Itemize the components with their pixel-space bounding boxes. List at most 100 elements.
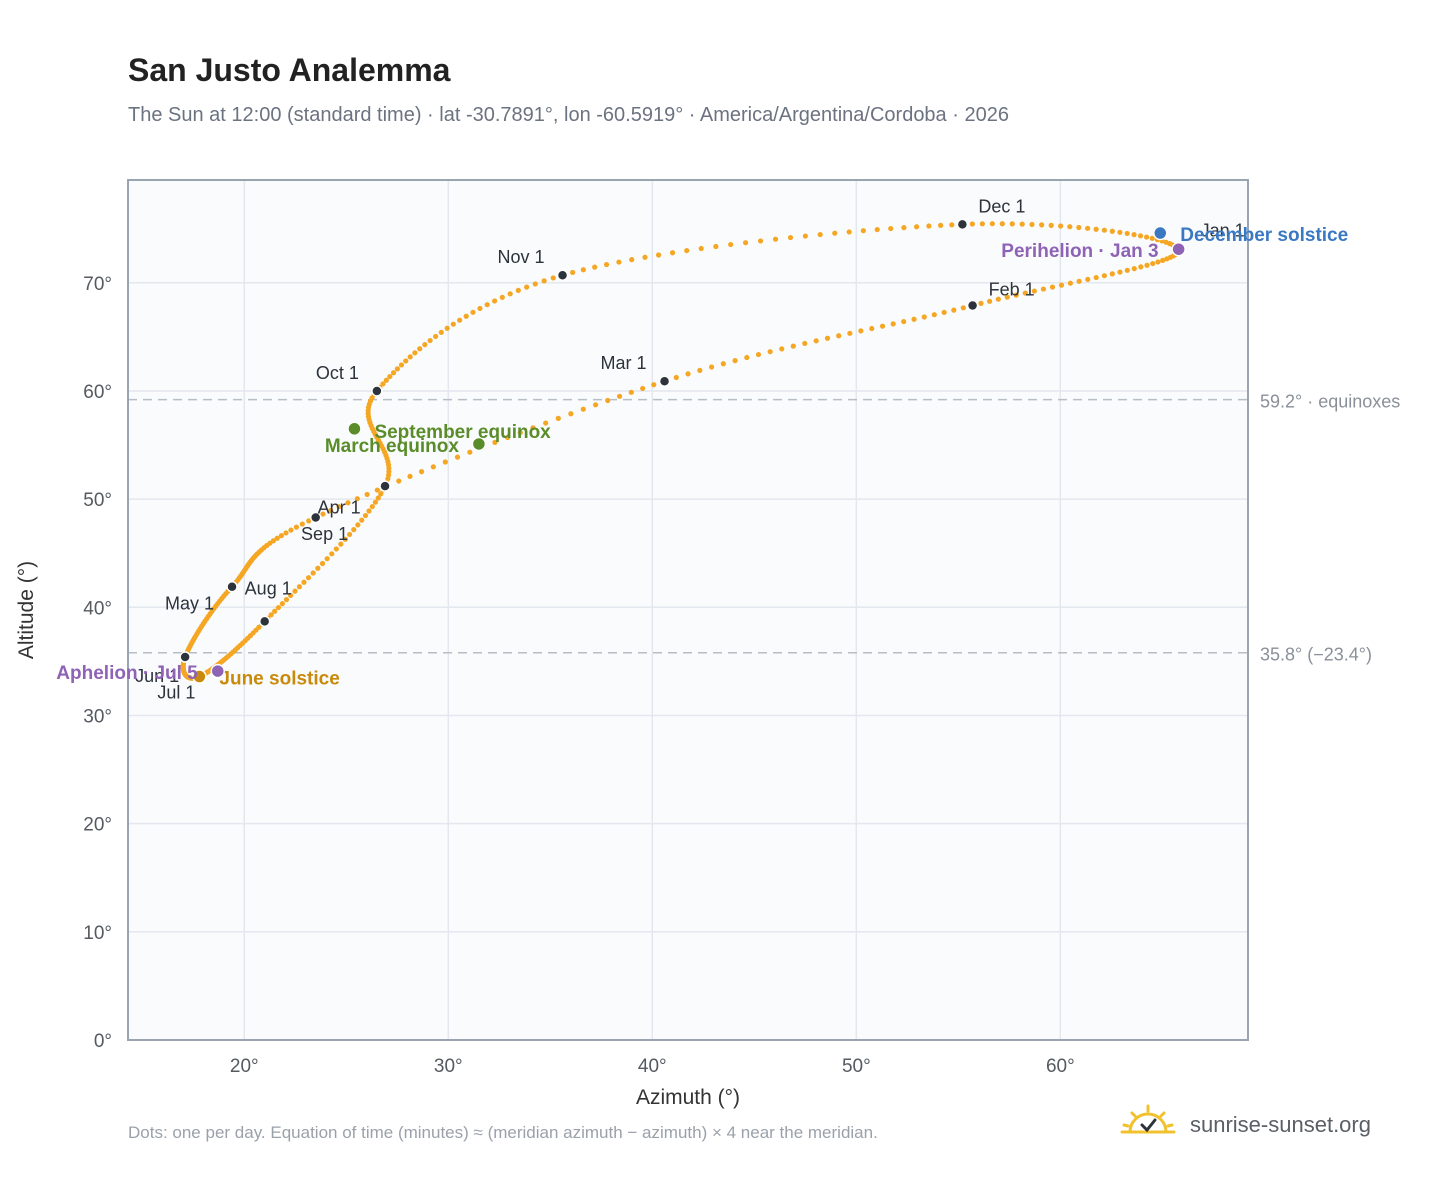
day-dot bbox=[342, 536, 348, 542]
day-dot bbox=[1013, 292, 1019, 298]
day-dot bbox=[869, 325, 875, 332]
day-dot bbox=[378, 491, 384, 497]
day-dot bbox=[978, 300, 984, 306]
day-dot bbox=[813, 338, 819, 344]
day-dot bbox=[1149, 235, 1155, 241]
month-label: Sep 1 bbox=[301, 524, 348, 544]
y-tick-label: 0° bbox=[94, 1031, 112, 1052]
day-dot bbox=[1131, 266, 1137, 272]
day-dot bbox=[673, 374, 679, 381]
day-dot bbox=[1124, 267, 1130, 273]
day-dot bbox=[787, 234, 794, 241]
day-dot bbox=[305, 575, 312, 581]
day-dot bbox=[555, 415, 561, 421]
day-dot bbox=[628, 389, 634, 395]
day-dot bbox=[802, 340, 808, 347]
x-axis-title: Azimuth (°) bbox=[636, 1086, 740, 1109]
month-marker bbox=[258, 615, 271, 628]
day-dot bbox=[427, 337, 433, 344]
day-dot bbox=[1144, 234, 1150, 240]
day-dot bbox=[336, 504, 342, 510]
day-dot bbox=[951, 307, 957, 313]
y-axis-ticks: 0° 10° 20° 30° 40° 50° 60° 70° bbox=[83, 274, 112, 1052]
day-dot bbox=[989, 221, 995, 227]
day-dot bbox=[1058, 223, 1064, 229]
day-dot bbox=[1155, 259, 1161, 265]
day-dot bbox=[1009, 221, 1015, 227]
day-dot bbox=[484, 302, 490, 308]
day-dot bbox=[911, 316, 917, 322]
day-dot bbox=[354, 496, 360, 502]
x-axis-ticks: 20° 30° 40° 50° 60° bbox=[230, 1056, 1075, 1077]
day-dot bbox=[790, 343, 796, 349]
day-dot bbox=[1117, 229, 1123, 235]
day-dot bbox=[403, 358, 409, 364]
day-dot bbox=[914, 224, 920, 230]
month-label: Feb 1 bbox=[989, 279, 1035, 299]
day-dot bbox=[1085, 276, 1091, 283]
day-dot bbox=[772, 236, 779, 242]
day-dot bbox=[364, 491, 370, 498]
day-dot bbox=[642, 254, 648, 260]
day-dot bbox=[846, 229, 852, 235]
day-dot bbox=[1048, 222, 1054, 229]
day-dot bbox=[463, 313, 469, 319]
day-dot bbox=[345, 500, 351, 506]
day-dot bbox=[1150, 260, 1156, 267]
day-dot bbox=[1109, 228, 1115, 234]
day-dot bbox=[580, 406, 586, 412]
day-dot bbox=[288, 592, 294, 599]
day-dot bbox=[383, 377, 389, 383]
day-dot bbox=[640, 385, 646, 392]
day-dot bbox=[995, 296, 1001, 302]
day-dot bbox=[329, 551, 335, 557]
day-dot bbox=[1049, 284, 1056, 290]
day-dot bbox=[1058, 282, 1065, 288]
day-dot bbox=[543, 420, 549, 426]
day-dot bbox=[328, 507, 334, 514]
day-dot bbox=[315, 565, 321, 571]
day-dot bbox=[1004, 294, 1010, 300]
month-marker bbox=[379, 480, 391, 492]
day-dot bbox=[1160, 257, 1166, 263]
event-label: March equinox bbox=[325, 436, 460, 457]
day-dot bbox=[374, 487, 380, 493]
day-dot bbox=[1093, 226, 1099, 232]
day-dot bbox=[879, 323, 886, 329]
day-dot bbox=[684, 247, 690, 254]
day-dot bbox=[274, 535, 280, 541]
day-dot bbox=[319, 560, 326, 567]
x-tick-label: 40° bbox=[638, 1056, 667, 1077]
day-dot bbox=[824, 335, 831, 341]
day-dot bbox=[346, 531, 353, 538]
day-dot bbox=[499, 294, 505, 300]
month-marker bbox=[371, 385, 383, 397]
day-dot bbox=[1164, 256, 1170, 262]
month-label: Mar 1 bbox=[601, 353, 647, 373]
day-dot bbox=[492, 298, 498, 304]
day-dot bbox=[324, 556, 330, 562]
y-tick-label: 10° bbox=[83, 923, 112, 944]
day-dot bbox=[301, 579, 307, 585]
day-dot bbox=[1029, 221, 1035, 228]
brand-logo[interactable]: sunrise-sunset.org bbox=[1120, 1102, 1400, 1146]
brand-name[interactable]: sunrise-sunset.org bbox=[1190, 1112, 1371, 1137]
day-dot bbox=[999, 221, 1005, 227]
day-dot bbox=[504, 434, 511, 441]
day-dot bbox=[320, 511, 326, 517]
day-dot bbox=[524, 284, 530, 290]
day-dot bbox=[444, 325, 450, 331]
footnote: Dots: one per day. Equation of time (min… bbox=[128, 1123, 878, 1142]
day-dot bbox=[697, 367, 703, 374]
day-dot bbox=[515, 287, 521, 294]
analemma-path bbox=[180, 221, 1182, 681]
y-tick-label: 50° bbox=[83, 490, 112, 511]
day-dot bbox=[720, 361, 726, 367]
event-marker bbox=[1171, 241, 1186, 257]
day-dot bbox=[986, 298, 993, 304]
day-dot bbox=[372, 499, 379, 505]
day-dot bbox=[1019, 221, 1025, 227]
event-label: September equinox bbox=[374, 422, 551, 443]
month-marker bbox=[966, 299, 979, 312]
